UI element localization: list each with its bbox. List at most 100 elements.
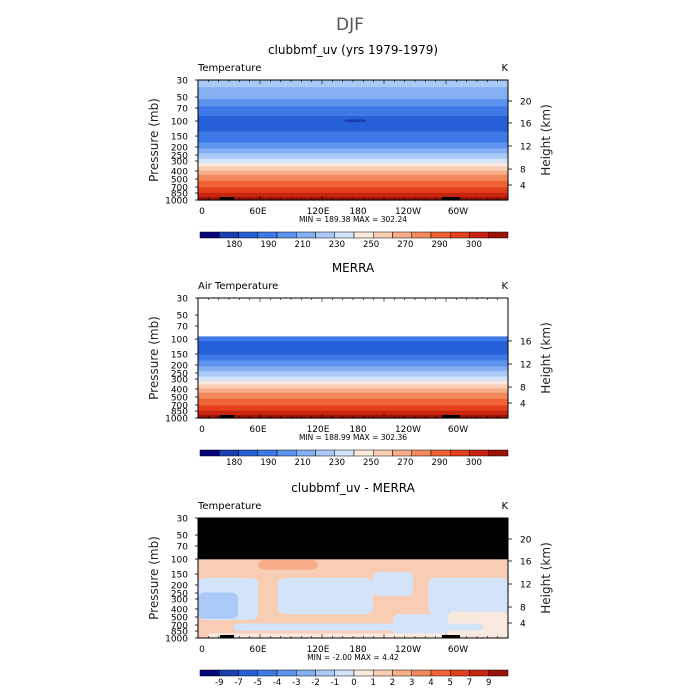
terrain-mask [220,197,234,200]
stats-label: MIN = 189.38 MAX = 302.24 [299,215,407,224]
colorbar-swatch [373,669,393,677]
y-right-tick-label: 16 [520,337,532,347]
contour-band [428,578,508,614]
panel-title: MERRA [332,261,375,275]
colorbar-swatch [199,231,220,239]
contour-band [198,99,508,107]
colorbar-swatch [411,449,432,457]
y-tick-label: 100 [171,336,188,346]
colorbar-label: 210 [295,458,311,468]
terrain-mask [442,197,460,200]
contour-band [198,366,508,372]
figure-title: DJF [336,15,364,35]
colorbar-swatch [257,449,278,457]
colorbar-swatch [488,669,509,677]
colorbar-swatch [450,669,470,677]
masked-region [198,518,508,560]
colorbar-swatch [411,669,432,677]
contour-band [198,174,508,182]
colorbar-swatch [334,231,355,239]
colorbar-swatch [411,231,432,239]
x-tick-label: 120W [395,425,421,435]
y-right-tick-label: 4 [520,400,526,410]
colorbar-label: -3 [292,678,300,688]
contour-band [198,384,508,390]
colorbar-label: -2 [311,678,319,688]
colorbar-label: -1 [331,678,339,688]
colorbar-swatch [353,231,374,239]
contour-band [198,142,508,149]
colorbar-swatch [488,449,509,457]
y-tick-label: 150 [171,133,188,143]
y-right-axis-title: Height (km) [539,542,553,613]
colorbar-swatch [334,669,355,677]
contour-band [198,187,508,194]
colorbar-label: 230 [329,240,345,250]
contour-band [198,376,508,382]
colorbar-swatch [219,449,239,457]
y-tick-label: 300 [171,376,188,386]
colorbar-label: 250 [363,240,379,250]
x-tick-label: 0 [199,425,205,435]
y-tick-label: 400 [171,385,188,395]
colorbar-swatch [199,669,220,677]
contour-band [198,405,508,412]
x-tick-label: 60W [448,645,468,655]
y-tick-label: 400 [171,605,188,615]
colorbar-label: -4 [273,678,281,688]
y-tick-label: 850 [171,190,188,200]
x-tick-label: 60W [448,207,468,217]
y-tick-label: 50 [177,94,189,104]
colorbar-swatch [353,669,374,677]
contour-band [198,354,508,361]
colorbar-swatch [353,449,374,457]
contour-band [343,119,367,123]
y-right-axis-title: Height (km) [539,104,553,175]
x-tick-label: 120W [395,645,421,655]
contour-band [198,592,238,619]
contour-band [198,341,508,348]
x-tick-label: 0 [199,207,205,217]
y-tick-label: 70 [177,104,189,114]
colorbar-swatch [276,231,297,239]
x-tick-label: 60W [448,425,468,435]
contour-band [198,410,508,416]
colorbar-label: 190 [260,458,276,468]
contour-band [198,166,508,172]
y-tick-label: 1000 [165,415,188,425]
colorbar-label: 1 [371,678,376,688]
y-axis-title: Pressure (mb) [147,98,161,182]
colorbar-swatch [469,449,489,457]
contour-band [208,633,508,638]
x-tick-label: 60E [249,207,266,217]
contour-band [198,360,508,367]
y-right-tick-label: 20 [520,98,532,108]
colorbar-swatch [315,669,335,677]
x-tick-label: 180 [349,425,366,435]
colorbar-swatch [469,231,489,239]
colorbar-label: 2 [390,678,395,688]
contour-band [198,398,508,406]
panel-title: clubbmf_uv - MERRA [291,481,415,495]
colorbar-swatch [392,449,412,457]
panel-1: clubbmf_uv (yrs 1979-1979) Temperature K 30… [147,43,553,250]
y-axis-title: Pressure (mb) [147,536,161,620]
x-tick-label: 120E [307,425,330,435]
contour-band [198,392,508,400]
colorbar-label: 180 [226,458,242,468]
y-right-tick-label: 20 [520,536,532,546]
colorbar-swatch [296,669,316,677]
colorbar-label: 7 [467,678,472,688]
contour-band [278,578,373,614]
contour-band [198,180,508,188]
units-label: K [501,501,508,512]
contour-band [198,116,508,133]
terrain-mask [442,415,460,418]
y-tick-label: 850 [171,628,188,638]
y-tick-label: 500 [171,394,188,404]
y-tick-label: 700 [171,184,188,194]
colorbar-swatch [392,669,412,677]
colorbar-label: 210 [295,240,311,250]
y-right-tick-label: 12 [520,361,531,371]
